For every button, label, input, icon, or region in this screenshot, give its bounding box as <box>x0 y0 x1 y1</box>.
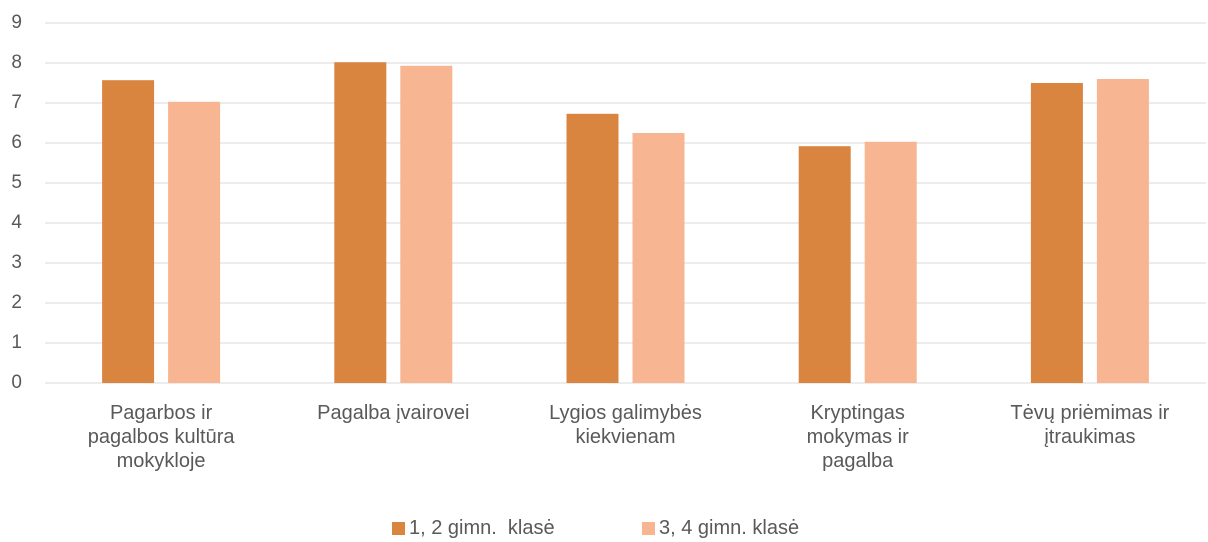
y-tick-label: 2 <box>11 292 22 313</box>
bar <box>566 113 619 384</box>
bar <box>1096 79 1149 383</box>
legend-item: 1, 2 gimn. klasė <box>392 517 555 540</box>
x-tick-label: Pagarbos ir pagalbos kultūra mokykloje <box>87 402 235 472</box>
x-tick-label: Tėvų priėmimas ir įtraukimas <box>1010 402 1170 448</box>
y-tick-label: 5 <box>11 172 22 193</box>
x-tick-label: Pagalba įvairovei <box>317 402 470 424</box>
legend-label: 1, 2 gimn. klasė <box>409 517 555 539</box>
legend-swatch <box>392 522 405 535</box>
y-tick-label: 3 <box>11 252 22 273</box>
y-tick-label: 1 <box>11 332 22 353</box>
legend-item: 3, 4 gimn. klasė <box>642 517 799 540</box>
y-tick-label: 6 <box>11 132 22 153</box>
bar <box>864 141 917 383</box>
bar <box>168 101 221 384</box>
bar <box>102 80 155 383</box>
bar <box>400 65 453 384</box>
y-tick-label: 7 <box>11 92 22 113</box>
bar <box>798 146 851 383</box>
y-tick-label: 4 <box>11 212 22 233</box>
x-tick-label: Lygios galimybės kiekvienam <box>549 402 702 448</box>
x-tick-label: Kryptingas mokymas ir pagalba <box>806 402 909 472</box>
y-tick-label: 0 <box>11 372 22 393</box>
bar <box>334 62 387 383</box>
legend-swatch <box>642 522 655 535</box>
bar <box>1030 83 1083 383</box>
y-tick-label: 9 <box>11 12 22 33</box>
legend-label: 3, 4 gimn. klasė <box>659 517 800 539</box>
bar <box>632 133 685 383</box>
y-tick-label: 8 <box>11 52 22 73</box>
